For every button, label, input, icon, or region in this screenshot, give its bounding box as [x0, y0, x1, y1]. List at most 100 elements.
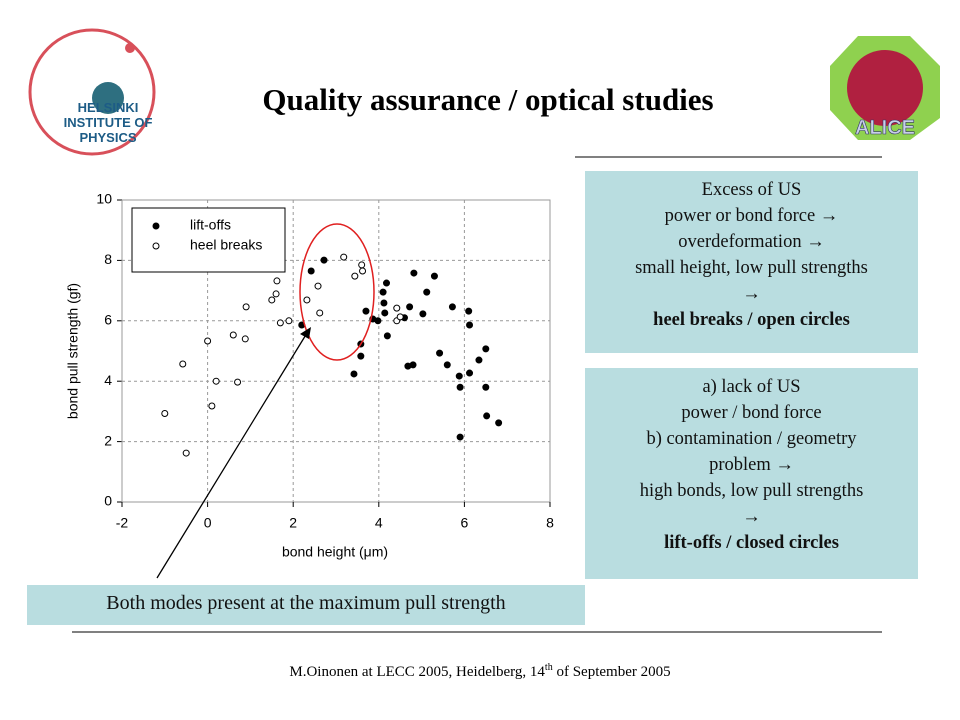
box-line: small height, low pull strengths	[635, 258, 868, 278]
point	[396, 313, 404, 321]
box-line: →	[742, 507, 761, 527]
legend-label: lift-offs	[190, 217, 231, 233]
box-line: problem →	[709, 455, 794, 475]
y-tick-label: 8	[104, 251, 112, 267]
point	[379, 288, 387, 296]
point	[182, 449, 190, 457]
heel-box: Excess of US power or bond force → overdef…	[585, 171, 918, 353]
x-tick-label: 0	[204, 515, 212, 531]
point	[357, 340, 365, 348]
point	[268, 296, 276, 304]
point	[314, 282, 322, 290]
logo-shape	[92, 82, 124, 114]
point	[393, 304, 401, 312]
box-conclusion: lift-offs / closed circles	[664, 533, 839, 553]
title: Quality assurance / optical studies	[262, 82, 714, 117]
point	[229, 331, 237, 339]
box-line: →	[742, 284, 761, 304]
point	[423, 288, 431, 296]
x-tick-label: 4	[375, 515, 383, 531]
legend-marker	[152, 222, 160, 230]
y-axis-label: bond pull strength (gf)	[65, 283, 81, 419]
point	[359, 267, 367, 275]
x-tick-label: 8	[546, 515, 554, 531]
point	[320, 256, 328, 264]
point	[419, 310, 427, 318]
legend-box	[131, 207, 286, 273]
legend-label: heel breaks	[190, 237, 262, 253]
point	[466, 369, 474, 377]
box-line: power / bond force	[681, 403, 822, 423]
point	[357, 352, 365, 360]
legend-marker	[152, 242, 160, 250]
point	[358, 261, 366, 269]
callout: Both modes present at the maximum pull s…	[27, 585, 585, 625]
point	[179, 360, 187, 368]
point	[340, 253, 348, 261]
y-tick-label: 10	[96, 191, 112, 207]
point	[456, 433, 464, 441]
point	[436, 349, 444, 357]
point	[212, 377, 220, 385]
point	[455, 372, 463, 380]
point	[430, 272, 438, 280]
y-tick-label: 6	[104, 312, 112, 328]
point	[285, 317, 293, 325]
point	[272, 290, 280, 298]
point	[351, 272, 359, 280]
point	[406, 303, 414, 311]
logo-dot	[125, 43, 135, 53]
alice-logo-core	[847, 50, 923, 126]
box-line: Excess of US	[701, 180, 802, 200]
point	[475, 356, 483, 364]
point	[234, 378, 242, 386]
point	[495, 419, 503, 427]
point	[466, 321, 474, 329]
point	[482, 383, 490, 391]
box-conclusion: heel breaks / open circles	[653, 310, 850, 330]
point	[383, 332, 391, 340]
point	[410, 269, 418, 277]
point	[380, 299, 388, 307]
point	[443, 361, 451, 369]
logo-text: HELSINKI	[78, 100, 139, 115]
point	[483, 412, 491, 420]
logo-text: INSTITUTE OF	[64, 115, 153, 130]
box-line: overdeformation →	[678, 232, 825, 252]
y-tick-label: 4	[104, 372, 112, 388]
box-line: power or bond force →	[664, 206, 839, 226]
x-tick-label: 2	[289, 515, 297, 531]
point	[374, 317, 382, 325]
y-tick-label: 2	[104, 432, 112, 448]
lift-box: a) lack of US power / bond force b) contam…	[585, 368, 918, 579]
logo-text: PHYSICS	[79, 130, 136, 145]
point	[241, 335, 249, 343]
point	[383, 279, 391, 287]
footer-sup: th	[544, 662, 553, 673]
logo-ring	[28, 28, 156, 156]
point	[276, 319, 284, 327]
point	[362, 307, 370, 315]
box-line: b) contamination / geometry	[646, 429, 857, 449]
x-tick-label: 6	[461, 515, 469, 531]
point	[307, 267, 315, 275]
footer-text: M.Oinonen at LECC 2005, Heidelberg, 14	[289, 664, 545, 680]
point	[303, 296, 311, 304]
point	[204, 337, 212, 345]
y-tick-label: 0	[104, 493, 112, 509]
footer: M.Oinonen at LECC 2005, Heidelberg, 14th…	[0, 662, 960, 681]
alice-text: ALICE	[855, 117, 915, 139]
x-tick-label: -2	[116, 515, 129, 531]
point	[409, 361, 417, 369]
point	[350, 370, 358, 378]
point	[465, 307, 473, 315]
box-line: a) lack of US	[702, 377, 801, 397]
x-axis-label: bond height (μm)	[282, 544, 388, 560]
point	[273, 277, 281, 285]
point	[448, 303, 456, 311]
point	[161, 410, 169, 418]
box-line: high bonds, low pull strengths	[639, 481, 864, 501]
